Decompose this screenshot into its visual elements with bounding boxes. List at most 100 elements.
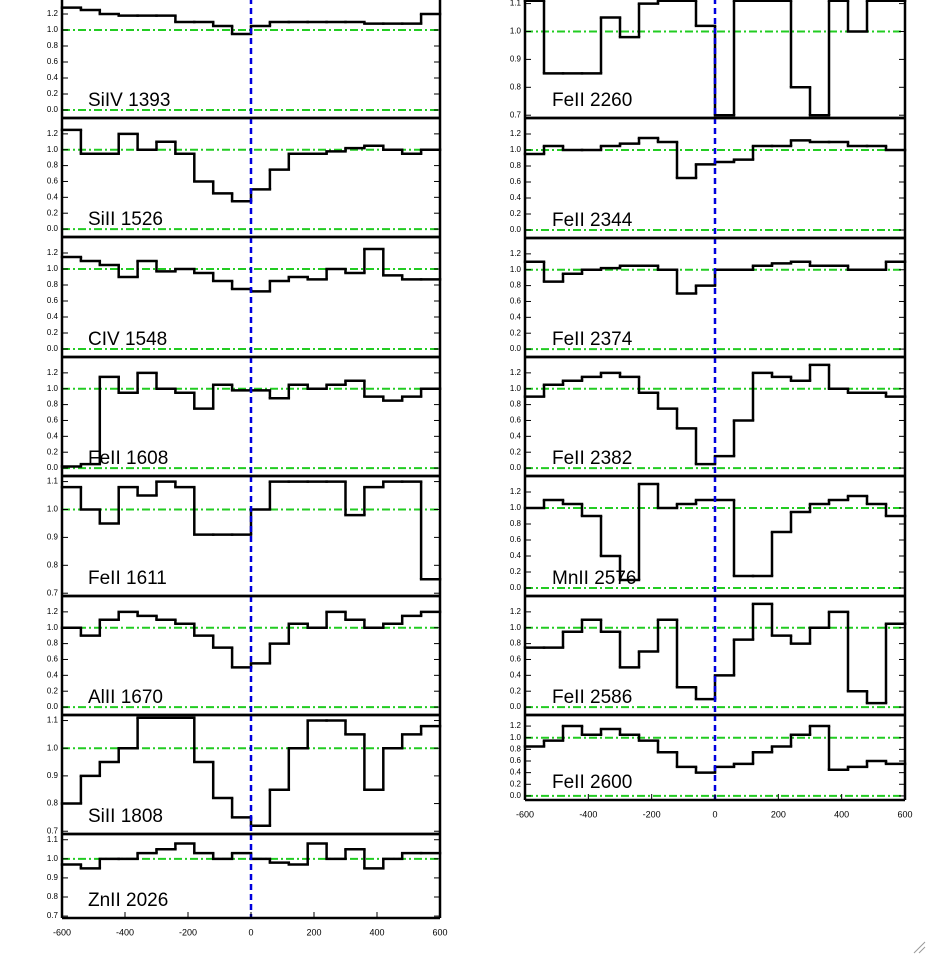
y-tick-label: 1.2 — [47, 248, 59, 257]
y-tick-label: 0.4 — [510, 670, 522, 679]
x-tick-label: 0 — [248, 927, 253, 937]
y-tick-label: 0.8 — [510, 161, 522, 170]
y-tick-label: 0.8 — [47, 280, 59, 289]
line-label: SiIV 1393 — [88, 90, 170, 111]
y-tick-label: 0.6 — [510, 756, 522, 765]
line-label: MnII 2576 — [552, 568, 637, 589]
y-tick-label: 1.0 — [510, 145, 522, 154]
y-tick-label: 1.1 — [47, 835, 59, 844]
y-tick-label: 0.2 — [47, 328, 59, 337]
y-tick-label: 0.4 — [47, 73, 59, 82]
y-tick-label: 0.4 — [510, 551, 522, 560]
y-tick-label: 0.7 — [47, 826, 59, 835]
y-tick-label: 0.8 — [47, 161, 59, 170]
y-tick-label: 0.2 — [510, 686, 522, 695]
y-tick-label: 0.8 — [47, 639, 59, 648]
x-tick-label: 600 — [897, 809, 912, 819]
y-tick-label: 0.2 — [510, 447, 522, 456]
x-tick-label: 200 — [771, 809, 786, 819]
y-tick-label: 1.0 — [510, 503, 522, 512]
line-label: FeII 2374 — [552, 329, 633, 350]
y-tick-label: 0.0 — [510, 225, 522, 234]
line-label: AlII 1670 — [88, 687, 163, 708]
y-tick-label: 1.0 — [47, 743, 59, 752]
y-tick-label: 1.0 — [510, 733, 522, 742]
y-tick-label: 0.4 — [510, 193, 522, 202]
x-tick-label: 600 — [432, 927, 447, 937]
y-tick-label: 0.2 — [510, 567, 522, 576]
y-tick-label: 1.0 — [47, 25, 59, 34]
y-tick-label: 0.0 — [510, 791, 522, 800]
y-tick-label: 1.2 — [510, 487, 522, 496]
y-tick-label: 0.8 — [510, 82, 522, 91]
y-tick-label: 0.0 — [47, 224, 59, 233]
x-tick-label: -600 — [516, 809, 534, 819]
y-tick-label: 0.4 — [47, 312, 59, 321]
y-tick-label: 1.0 — [510, 623, 522, 632]
y-tick-label: 1.1 — [47, 716, 59, 725]
line-label: FeII 1608 — [88, 448, 168, 469]
y-tick-label: 0.4 — [47, 431, 59, 440]
line-label: CIV 1548 — [88, 329, 167, 350]
line-label: ZnII 2026 — [88, 890, 168, 911]
y-tick-label: 0.8 — [510, 281, 522, 290]
x-tick-label: 400 — [369, 927, 384, 937]
y-tick-label: 0.4 — [47, 670, 59, 679]
y-tick-label: 1.2 — [510, 249, 522, 258]
y-tick-label: 1.0 — [510, 384, 522, 393]
y-tick-label: 0.6 — [47, 57, 59, 66]
y-tick-label: 1.2 — [510, 368, 522, 377]
y-tick-label: 0.2 — [47, 686, 59, 695]
resize-grip — [913, 941, 926, 954]
y-tick-label: 1.0 — [47, 854, 59, 863]
y-tick-label: 0.9 — [47, 533, 59, 542]
y-tick-label: 0.6 — [510, 535, 522, 544]
y-tick-label: 0.8 — [47, 892, 59, 901]
y-tick-label: 0.4 — [47, 192, 59, 201]
x-tick-label: -400 — [116, 927, 134, 937]
y-tick-label: 1.2 — [510, 607, 522, 616]
x-tick-label: 400 — [834, 809, 849, 819]
y-tick-label: 0.8 — [47, 400, 59, 409]
y-tick-label: 1.2 — [47, 607, 59, 616]
y-tick-label: 1.2 — [47, 9, 59, 18]
y-tick-label: 1.2 — [47, 129, 59, 138]
y-tick-label: 1.0 — [510, 27, 522, 36]
y-tick-label: 0.7 — [47, 588, 59, 597]
y-tick-label: 0.8 — [47, 41, 59, 50]
y-tick-label: 0.2 — [47, 89, 59, 98]
y-tick-label: 0.0 — [47, 702, 59, 711]
y-tick-label: 1.1 — [47, 477, 59, 486]
y-tick-label: 0.6 — [510, 177, 522, 186]
line-label: FeII 2382 — [552, 448, 632, 469]
x-tick-label: -400 — [579, 809, 597, 819]
y-tick-label: 0.9 — [510, 55, 522, 64]
y-tick-label: 0.6 — [510, 297, 522, 306]
y-tick-label: 0.6 — [47, 296, 59, 305]
y-tick-label: 1.0 — [47, 264, 59, 273]
y-tick-label: 0.2 — [510, 328, 522, 337]
y-tick-label: 0.7 — [47, 911, 59, 920]
y-tick-label: 0.8 — [47, 560, 59, 569]
y-tick-label: 0.8 — [510, 744, 522, 753]
y-tick-label: 0.0 — [510, 702, 522, 711]
y-tick-label: 0.8 — [510, 519, 522, 528]
y-tick-label: 1.2 — [510, 129, 522, 138]
y-tick-label: 0.6 — [510, 416, 522, 425]
y-tick-label: 0.2 — [47, 208, 59, 217]
line-label: FeII 2600 — [552, 772, 632, 793]
y-tick-label: 0.0 — [510, 344, 522, 353]
y-tick-label: 0.8 — [510, 639, 522, 648]
x-tick-label: -200 — [643, 809, 661, 819]
x-tick-label: -200 — [179, 927, 197, 937]
line-label: FeII 2260 — [552, 90, 632, 111]
y-tick-label: 1.2 — [510, 721, 522, 730]
y-tick-label: 0.2 — [47, 447, 59, 456]
y-tick-label: 1.0 — [47, 384, 59, 393]
y-tick-label: 0.8 — [510, 400, 522, 409]
x-tick-label: -600 — [53, 927, 71, 937]
line-label: FeII 2344 — [552, 210, 633, 231]
y-tick-label: 0.0 — [47, 105, 59, 114]
y-tick-label: 0.6 — [47, 416, 59, 425]
